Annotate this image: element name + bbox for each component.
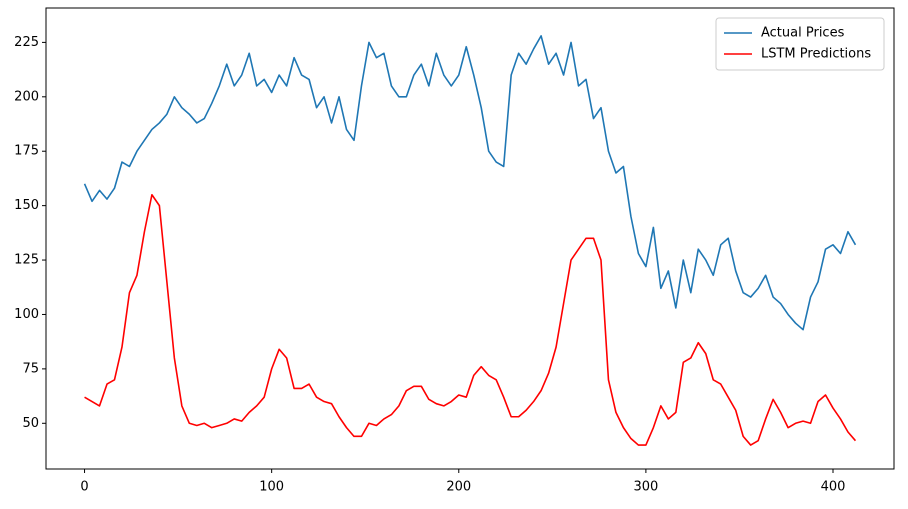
y-tick-label: 175 [14,144,39,159]
legend-box [715,17,885,71]
y-tick-label: 200 [14,89,39,104]
x-tick-label: 0 [80,480,88,495]
x-tick-label: 100 [259,480,284,495]
y-tick-label: 150 [14,198,39,213]
y-tick-label: 75 [22,361,39,376]
plot-frame [45,7,895,470]
x-tick-label: 300 [633,480,658,495]
y-tick-label: 100 [14,307,39,322]
x-tick-label: 200 [446,480,471,495]
line-series [83,35,857,331]
y-tick-label: 50 [22,416,39,431]
legend-label: Actual Prices [761,26,845,41]
y-tick-label: 225 [14,35,39,50]
legend-label: LSTM Predictions [761,47,871,62]
y-tick-label: 125 [14,253,39,268]
x-tick-label: 400 [821,480,846,495]
line-series [84,193,857,446]
